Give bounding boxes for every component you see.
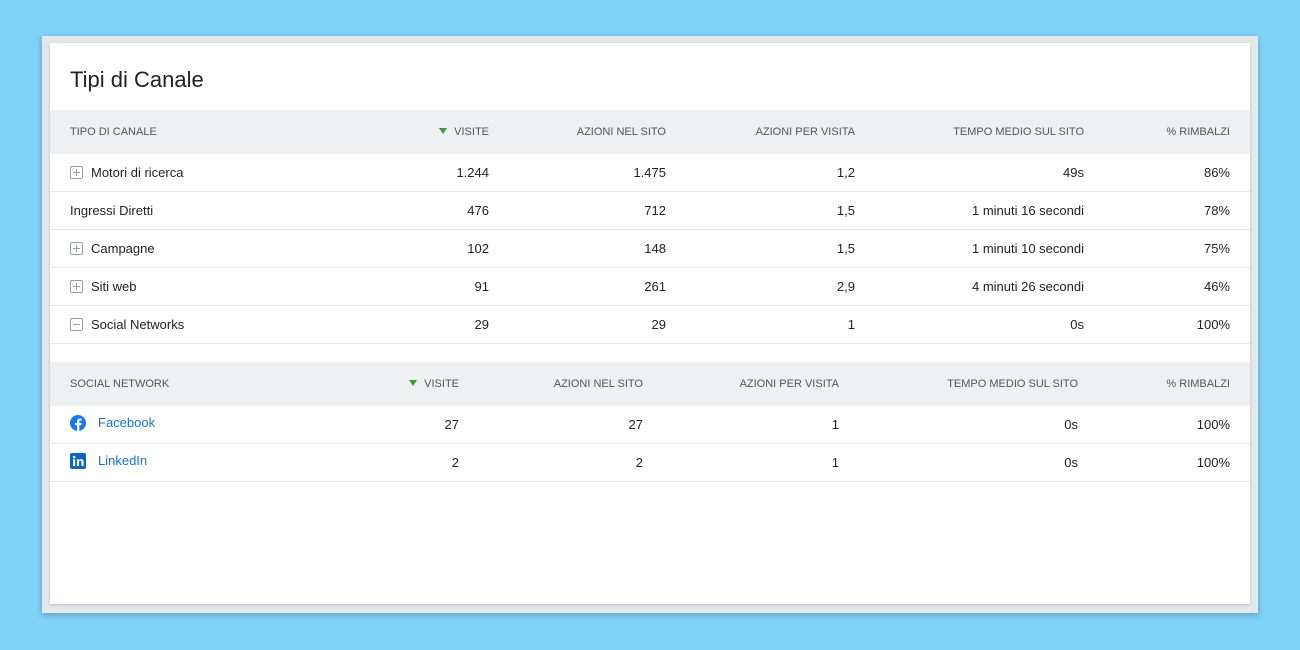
- actions-cell: 712: [489, 191, 666, 230]
- avg-time-cell: 0s: [839, 406, 1078, 444]
- column-header-actions-per-visit[interactable]: AZIONI PER VISITA: [643, 362, 839, 406]
- table-header-row: TIPO DI CANALE VISITE AZIONI NEL SITO AZ…: [50, 110, 1250, 154]
- column-header-label: VISITE: [424, 378, 459, 390]
- avg-time-cell: 4 minuti 26 secondi: [855, 267, 1084, 306]
- channel-name-cell: Ingressi Diretti: [50, 191, 360, 230]
- channel-name-cell: Social Networks: [50, 305, 360, 344]
- channel-name-cell: Siti web: [50, 267, 360, 306]
- actions-cell: 261: [489, 267, 666, 306]
- actions-cell: 29: [489, 305, 666, 344]
- channel-name-cell: Campagne: [50, 229, 360, 268]
- social-network-link[interactable]: Facebook: [98, 415, 156, 430]
- bounce-rate-cell: 78%: [1084, 191, 1250, 230]
- table-row: LinkedIn 2 2 1 0s 100%: [50, 443, 1250, 482]
- visits-cell: 1.244: [360, 154, 489, 192]
- actions-cell: 148: [489, 229, 666, 268]
- column-header-bounce-rate[interactable]: % RIMBALZI: [1084, 110, 1250, 154]
- sort-desc-icon: [409, 380, 418, 386]
- channel-label: Campagne: [91, 241, 155, 256]
- column-header-actions[interactable]: AZIONI NEL SITO: [459, 362, 643, 406]
- channel-types-panel: Tipi di Canale TIPO DI CANALE VISITE AZI…: [50, 43, 1250, 604]
- channel-label: Social Networks: [91, 317, 185, 332]
- channel-label: Ingressi Diretti: [70, 203, 154, 218]
- bounce-rate-cell: 100%: [1084, 305, 1250, 344]
- expand-row-icon[interactable]: [70, 280, 83, 293]
- social-network-cell: Facebook: [50, 406, 360, 444]
- page-title: Tipi di Canale: [70, 67, 204, 92]
- table-row: Ingressi Diretti 476 712 1,5 1 minuti 16 sec…: [50, 191, 1250, 230]
- column-header-bounce-rate[interactable]: % RIMBALZI: [1078, 362, 1250, 406]
- column-header-avg-time[interactable]: TEMPO MEDIO SUL SITO: [855, 110, 1084, 154]
- linkedin-icon: [70, 453, 86, 472]
- actions-per-visit-cell: 2,9: [666, 267, 855, 306]
- sort-desc-icon: [439, 128, 448, 134]
- social-networks-table: SOCIAL NETWORK VISITE AZIONI NEL SITO AZ…: [50, 362, 1250, 482]
- visits-cell: 476: [360, 191, 489, 230]
- actions-cell: 27: [459, 406, 643, 444]
- social-network-link[interactable]: LinkedIn: [98, 453, 148, 468]
- avg-time-cell: 0s: [839, 443, 1078, 482]
- actions-per-visit-cell: 1: [643, 443, 839, 482]
- column-header-visits[interactable]: VISITE: [360, 110, 489, 154]
- bounce-rate-cell: 75%: [1084, 229, 1250, 268]
- column-header-avg-time[interactable]: TEMPO MEDIO SUL SITO: [839, 362, 1078, 406]
- actions-per-visit-cell: 1,5: [666, 191, 855, 230]
- table-row[interactable]: Motori di ricerca 1.244 1.475 1,2 49s 86%: [50, 154, 1250, 192]
- facebook-icon: [70, 415, 86, 434]
- table-row[interactable]: Social Networks 29 29 1 0s 100%: [50, 305, 1250, 344]
- table-header-row: SOCIAL NETWORK VISITE AZIONI NEL SITO AZ…: [50, 362, 1250, 406]
- visits-cell: 102: [360, 229, 489, 268]
- actions-per-visit-cell: 1: [666, 305, 855, 344]
- channel-label: Motori di ricerca: [91, 165, 184, 180]
- channel-name-cell: Motori di ricerca: [50, 154, 360, 192]
- column-header-channel-type[interactable]: TIPO DI CANALE: [50, 110, 360, 154]
- actions-cell: 2: [459, 443, 643, 482]
- column-header-actions[interactable]: AZIONI NEL SITO: [489, 110, 666, 154]
- table-row: Facebook 27 27 1 0s 100%: [50, 406, 1250, 444]
- actions-per-visit-cell: 1,5: [666, 229, 855, 268]
- visits-cell: 91: [360, 267, 489, 306]
- actions-cell: 1.475: [489, 154, 666, 192]
- column-header-actions-per-visit[interactable]: AZIONI PER VISITA: [666, 110, 855, 154]
- channel-label: Siti web: [91, 279, 137, 294]
- bounce-rate-cell: 86%: [1084, 154, 1250, 192]
- column-header-visits[interactable]: VISITE: [360, 362, 459, 406]
- avg-time-cell: 1 minuti 10 secondi: [855, 229, 1084, 268]
- expand-row-icon[interactable]: [70, 242, 83, 255]
- visits-cell: 29: [360, 305, 489, 344]
- avg-time-cell: 49s: [855, 154, 1084, 192]
- table-row[interactable]: Siti web 91 261 2,9 4 minuti 26 secondi 46%: [50, 267, 1250, 306]
- table-row[interactable]: Campagne 102 148 1,5 1 minuti 10 secondi 75%: [50, 229, 1250, 268]
- actions-per-visit-cell: 1: [643, 406, 839, 444]
- actions-per-visit-cell: 1,2: [666, 154, 855, 192]
- bounce-rate-cell: 100%: [1078, 443, 1250, 482]
- bounce-rate-cell: 46%: [1084, 267, 1250, 306]
- visits-cell: 2: [360, 443, 459, 482]
- visits-cell: 27: [360, 406, 459, 444]
- avg-time-cell: 0s: [855, 305, 1084, 344]
- expand-row-icon[interactable]: [70, 166, 83, 179]
- column-header-label: VISITE: [454, 126, 489, 138]
- avg-time-cell: 1 minuti 16 secondi: [855, 191, 1084, 230]
- channel-types-table: TIPO DI CANALE VISITE AZIONI NEL SITO AZ…: [50, 110, 1250, 344]
- column-header-social-network[interactable]: SOCIAL NETWORK: [50, 362, 360, 406]
- collapse-row-icon[interactable]: [70, 318, 83, 331]
- social-network-cell: LinkedIn: [50, 443, 360, 482]
- bounce-rate-cell: 100%: [1078, 406, 1250, 444]
